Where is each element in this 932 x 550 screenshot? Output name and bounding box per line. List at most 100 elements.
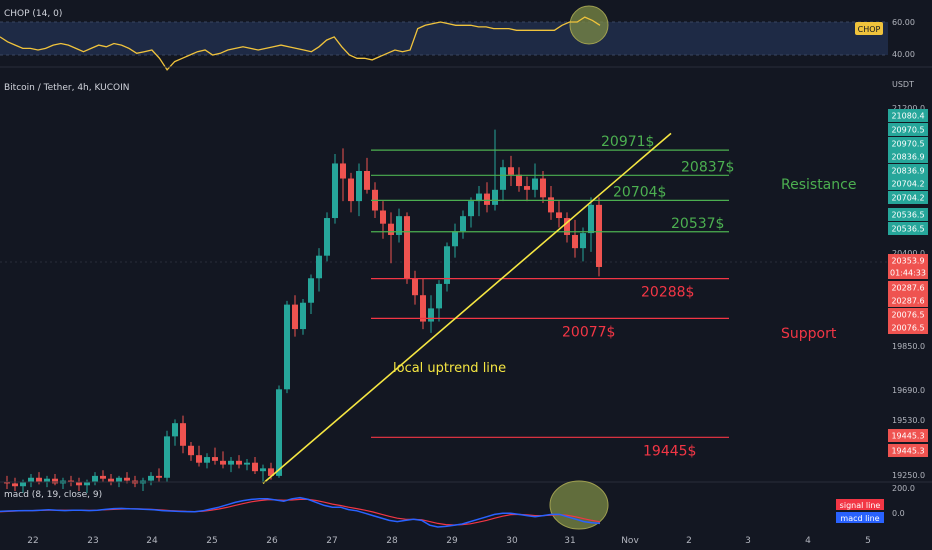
candle-body [292, 304, 298, 330]
macd-lines-group [0, 496, 601, 528]
price-label: 20704.2 [891, 194, 924, 203]
chop-badge-bg [855, 22, 883, 35]
symbol-title: Bitcoin / Tether, 4h, KUCOIN [4, 83, 129, 93]
price-label: 20076.5 [891, 311, 924, 320]
x-tick: 22 [27, 536, 38, 546]
candle-body [564, 218, 570, 235]
candle-body [20, 482, 26, 487]
candle-body [460, 216, 466, 232]
macd-legend: macd line [840, 514, 879, 523]
price-label-bg [888, 208, 928, 221]
uptrend-line[interactable] [262, 132, 672, 485]
candle-body [348, 178, 354, 202]
level-label: 20704$ [613, 184, 666, 200]
candle-body [452, 231, 458, 247]
chop-line [0, 16, 601, 71]
candle-body [180, 423, 186, 446]
price-label: 20287.6 [891, 284, 924, 293]
chop-indicator-panel[interactable]: CHOP (14, 0) CHOP 60.00 40.00 [0, 5, 915, 71]
candle-body [380, 210, 386, 224]
candle-body [220, 460, 226, 465]
candle-body [116, 477, 122, 482]
x-tick: 29 [446, 536, 458, 546]
price-label-bg [888, 137, 928, 150]
candle-body [364, 170, 370, 190]
x-tick: 27 [326, 536, 337, 546]
levels-group: 20971$ 20837$ 20704$ 20537$ 20288$ 20077$ 1944… [371, 134, 734, 459]
candle-body [260, 468, 266, 472]
price-label-bg [888, 222, 928, 235]
candle-body [428, 308, 434, 322]
candle-body [228, 460, 234, 465]
x-tick: 25 [206, 536, 217, 546]
price-label: 19445.3 [891, 447, 924, 456]
macd-highlight-circle [549, 480, 609, 530]
candle-body [284, 304, 290, 390]
resistance-label: Resistance [781, 177, 856, 193]
level-label: 20971$ [601, 134, 654, 150]
price-label: 21080.4 [891, 112, 924, 121]
signal-legend: signal line [840, 501, 881, 510]
chop-tick-60: 60.00 [892, 18, 915, 27]
candle-body [44, 478, 50, 482]
price-label-bg [888, 109, 928, 122]
level-label: 20288$ [641, 285, 694, 301]
price-label-bg [888, 281, 928, 294]
x-tick: 4 [805, 536, 811, 546]
y-tick: 20400.0 [892, 249, 925, 258]
candle-body [276, 389, 282, 476]
x-axis[interactable]: 22 23 24 25 26 27 28 29 30 31 Nov 2 3 4 5 [27, 536, 871, 546]
candle-body [412, 278, 418, 296]
x-tick: 31 [564, 536, 575, 546]
candle-body [244, 462, 250, 465]
price-label-bg [888, 191, 928, 204]
candle-body [316, 255, 322, 279]
candle-body [148, 475, 154, 481]
candle-body [396, 216, 402, 235]
candle-body [524, 186, 530, 190]
level-label: 20537$ [671, 216, 724, 232]
x-tick: 5 [865, 536, 871, 546]
y-tick: 19850.0 [892, 342, 925, 351]
chop-title: CHOP (14, 0) [4, 9, 62, 19]
candle-body [164, 436, 170, 478]
price-label: 20704.2 [891, 180, 924, 189]
candle-body [484, 193, 490, 205]
price-label: 20970.5 [891, 126, 924, 135]
x-tick: 2 [686, 536, 692, 546]
candle-body [12, 483, 18, 487]
candle-body [340, 163, 346, 179]
y-tick: 21200.0 [892, 104, 925, 113]
candle-body [356, 170, 362, 202]
candle-body [540, 178, 546, 198]
level-label: 20077$ [562, 324, 615, 340]
candle-body [84, 481, 90, 486]
candle-body [236, 460, 242, 465]
candle-body [92, 475, 98, 482]
candle-body [36, 477, 42, 482]
price-label-bg [888, 444, 928, 457]
candle-body [596, 204, 602, 267]
price-label: 20970.5 [891, 140, 924, 149]
candle-body [492, 189, 498, 205]
price-label: 20836.9 [891, 153, 924, 162]
candle-body [212, 457, 218, 461]
price-label: 20287.6 [891, 297, 924, 306]
trendline-label: local uptrend line [393, 361, 506, 376]
chop-line-group [0, 16, 601, 71]
macd-indicator-panel[interactable]: macd (8, 19, close, 9) 200.0 0.0 signal … [0, 480, 915, 530]
candle-body [580, 233, 586, 249]
candle-body [156, 475, 162, 478]
candle-body [188, 445, 194, 456]
price-label-bg [888, 254, 928, 267]
macd-title: macd (8, 19, close, 9) [4, 490, 102, 500]
macd-tick-0: 0.0 [892, 509, 905, 518]
candle-body [100, 475, 106, 479]
candle-body [468, 201, 474, 217]
level-label: 19445$ [643, 443, 696, 459]
candle-body [268, 468, 274, 476]
price-chart-panel[interactable]: 20971$ 20837$ 20704$ 20537$ 20288$ 20077$ 1944… [0, 80, 928, 493]
x-tick: 28 [386, 536, 398, 546]
y-tick: 19530.0 [892, 416, 925, 425]
y-tick: 19690.0 [892, 386, 925, 395]
